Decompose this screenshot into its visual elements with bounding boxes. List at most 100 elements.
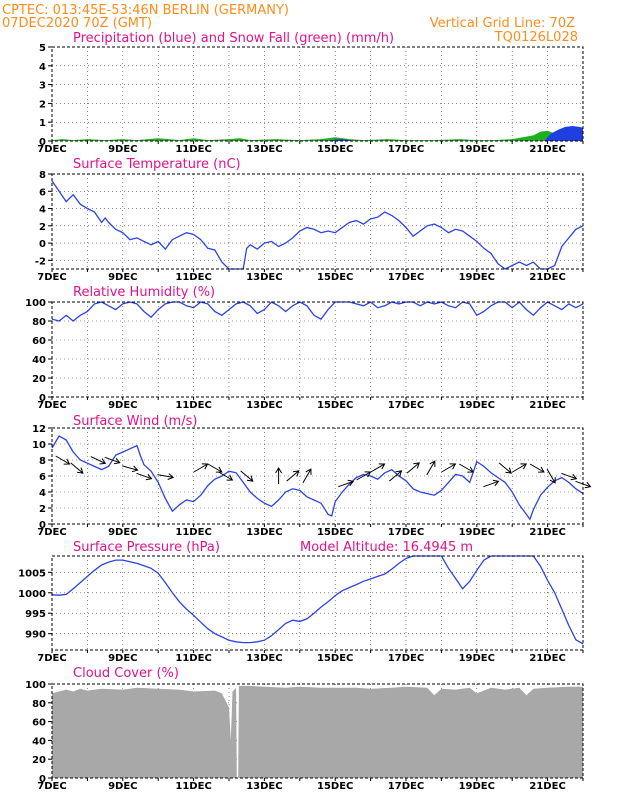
temp-panel-frame xyxy=(51,173,584,270)
pressure-xtick-label: 9DEC xyxy=(108,653,137,664)
temp-xtick-label: 17DEC xyxy=(388,272,424,283)
cloud-ytick-label: 0 xyxy=(39,774,46,785)
wind-arrow xyxy=(529,463,545,473)
wind-ytick-label: 12 xyxy=(32,424,46,435)
wind-arrow xyxy=(122,465,139,473)
model-altitude-label: Model Altitude: 16.4945 m xyxy=(300,540,473,555)
wind-arrow xyxy=(338,479,355,488)
precip-ytick-label: 2 xyxy=(39,99,46,110)
wind-ytick-label: 10 xyxy=(32,440,46,451)
wind-arrow xyxy=(370,463,386,473)
cloud-xtick-label: 9DEC xyxy=(108,781,137,792)
precip-xtick-label: 13DEC xyxy=(246,144,282,155)
header-grid-line: Vertical Grid Line: 70Z xyxy=(430,16,575,31)
wind-arrow xyxy=(193,463,209,473)
precip-panel-frame xyxy=(51,46,584,142)
cloud-xtick-label: 19DEC xyxy=(459,781,495,792)
wind-arrow xyxy=(512,463,528,473)
cloud-xtick-label: 17DEC xyxy=(388,781,424,792)
humidity-line xyxy=(51,301,584,322)
snowfall-area xyxy=(52,130,583,141)
wind-arrow xyxy=(90,456,107,465)
rh-xtick-label: 9DEC xyxy=(108,400,137,411)
pressure-ytick-label: 1005 xyxy=(18,568,46,579)
pressure-panel-title: Surface Pressure (hPa) xyxy=(73,540,220,555)
precip-ytick-label: 0 xyxy=(39,137,46,148)
precip-xtick-label: 21DEC xyxy=(529,144,565,155)
wind-arrow xyxy=(441,463,457,473)
cloud-xtick-label: 13DEC xyxy=(246,781,282,792)
rh-ytick-label: 100 xyxy=(25,298,46,309)
wind-speed-line xyxy=(51,435,584,521)
wind-xtick-label: 9DEC xyxy=(108,527,137,538)
wind-arrow xyxy=(55,455,71,465)
precip-panel-title: Precipitation (blue) and Snow Fall (gree… xyxy=(73,31,394,46)
precip-ytick-label: 3 xyxy=(39,81,46,92)
temp-xtick-label: 13DEC xyxy=(246,272,282,283)
cloud-ytick-label: 80 xyxy=(32,699,46,710)
wind-xtick-label: 15DEC xyxy=(317,527,353,538)
temp-ytick-label: 0 xyxy=(39,239,46,250)
cloud-ytick-label: 40 xyxy=(32,736,46,747)
pressure-ytick-label: 995 xyxy=(25,609,46,620)
wind-ytick-label: 4 xyxy=(39,488,46,499)
temp-xtick-label: 11DEC xyxy=(175,272,211,283)
chart-panels: 7DEC 9DEC 11DEC 13DEC 15DEC 17DEC 19DEC 21DEC 0 1… xyxy=(18,43,592,792)
precip-xtick-label: 7DEC xyxy=(37,144,66,155)
pressure-xtick-label: 21DEC xyxy=(529,653,565,664)
wind-xtick-label: 13DEC xyxy=(246,527,282,538)
pressure-ytick-label: 990 xyxy=(25,630,46,641)
rh-xtick-label: 15DEC xyxy=(317,400,353,411)
temp-xtick-label: 19DEC xyxy=(459,272,495,283)
precip-ytick-label: 5 xyxy=(39,43,46,54)
wind-ytick-label: 0 xyxy=(39,520,46,531)
pressure-xtick-label: 11DEC xyxy=(175,653,211,664)
wind-xtick-label: 17DEC xyxy=(388,527,424,538)
wind-arrow xyxy=(388,470,403,482)
pressure-xtick-label: 19DEC xyxy=(459,653,495,664)
header-location: CPTEC: 013:45E-53:46N BERLIN (GERMANY) xyxy=(2,3,289,18)
cloud-panel-title: Cloud Cover (%) xyxy=(73,666,179,681)
wind-arrow xyxy=(157,473,175,480)
wind-arrow xyxy=(136,472,153,481)
temp-xtick-label: 7DEC xyxy=(37,272,66,283)
pressure-xtick-label: 17DEC xyxy=(388,653,424,664)
cloud-xtick-label: 7DEC xyxy=(37,781,66,792)
rh-panel-title: Relative Humidity (%) xyxy=(73,285,215,300)
precip-xtick-label: 9DEC xyxy=(108,144,137,155)
temp-xtick-label: 15DEC xyxy=(317,272,353,283)
cloud-xtick-label: 21DEC xyxy=(529,781,565,792)
temp-ytick-label: 6 xyxy=(39,187,46,198)
temp-xtick-label: 9DEC xyxy=(108,272,137,283)
pressure-xtick-label: 13DEC xyxy=(246,653,282,664)
rh-ytick-label: 20 xyxy=(32,374,46,385)
wind-arrow xyxy=(218,471,234,481)
cloud-xtick-label: 11DEC xyxy=(175,781,211,792)
precip-xtick-label: 19DEC xyxy=(459,144,495,155)
temp-panel-title: Surface Temperature (nC) xyxy=(73,157,241,172)
rh-xtick-label: 13DEC xyxy=(246,400,282,411)
wind-xtick-label: 7DEC xyxy=(37,527,66,538)
temp-xtick-label: 21DEC xyxy=(529,272,565,283)
wind-arrow xyxy=(356,471,372,481)
wind-xtick-label: 21DEC xyxy=(529,527,565,538)
temp-ytick-label: 8 xyxy=(39,170,46,181)
precipitation-area xyxy=(52,126,583,141)
rh-ytick-label: 0 xyxy=(39,393,46,404)
wind-arrow xyxy=(406,462,420,474)
rh-panel-frame xyxy=(51,301,584,398)
wind-arrow xyxy=(240,470,254,482)
wind-arrow xyxy=(302,468,312,484)
wind-arrow xyxy=(561,472,578,481)
cloud-xtick-label: 15DEC xyxy=(317,781,353,792)
rh-ytick-label: 60 xyxy=(32,336,46,347)
wind-xtick-label: 11DEC xyxy=(175,527,211,538)
header-model-code: TQ0126L028 xyxy=(494,30,578,45)
wind-ytick-label: 6 xyxy=(39,472,46,483)
rh-ytick-label: 80 xyxy=(32,317,46,328)
rh-xtick-label: 19DEC xyxy=(459,400,495,411)
rh-xtick-label: 17DEC xyxy=(388,400,424,411)
pressure-panel-frame xyxy=(51,555,584,651)
temp-ytick-label: 4 xyxy=(39,205,46,216)
wind-xtick-label: 19DEC xyxy=(459,527,495,538)
